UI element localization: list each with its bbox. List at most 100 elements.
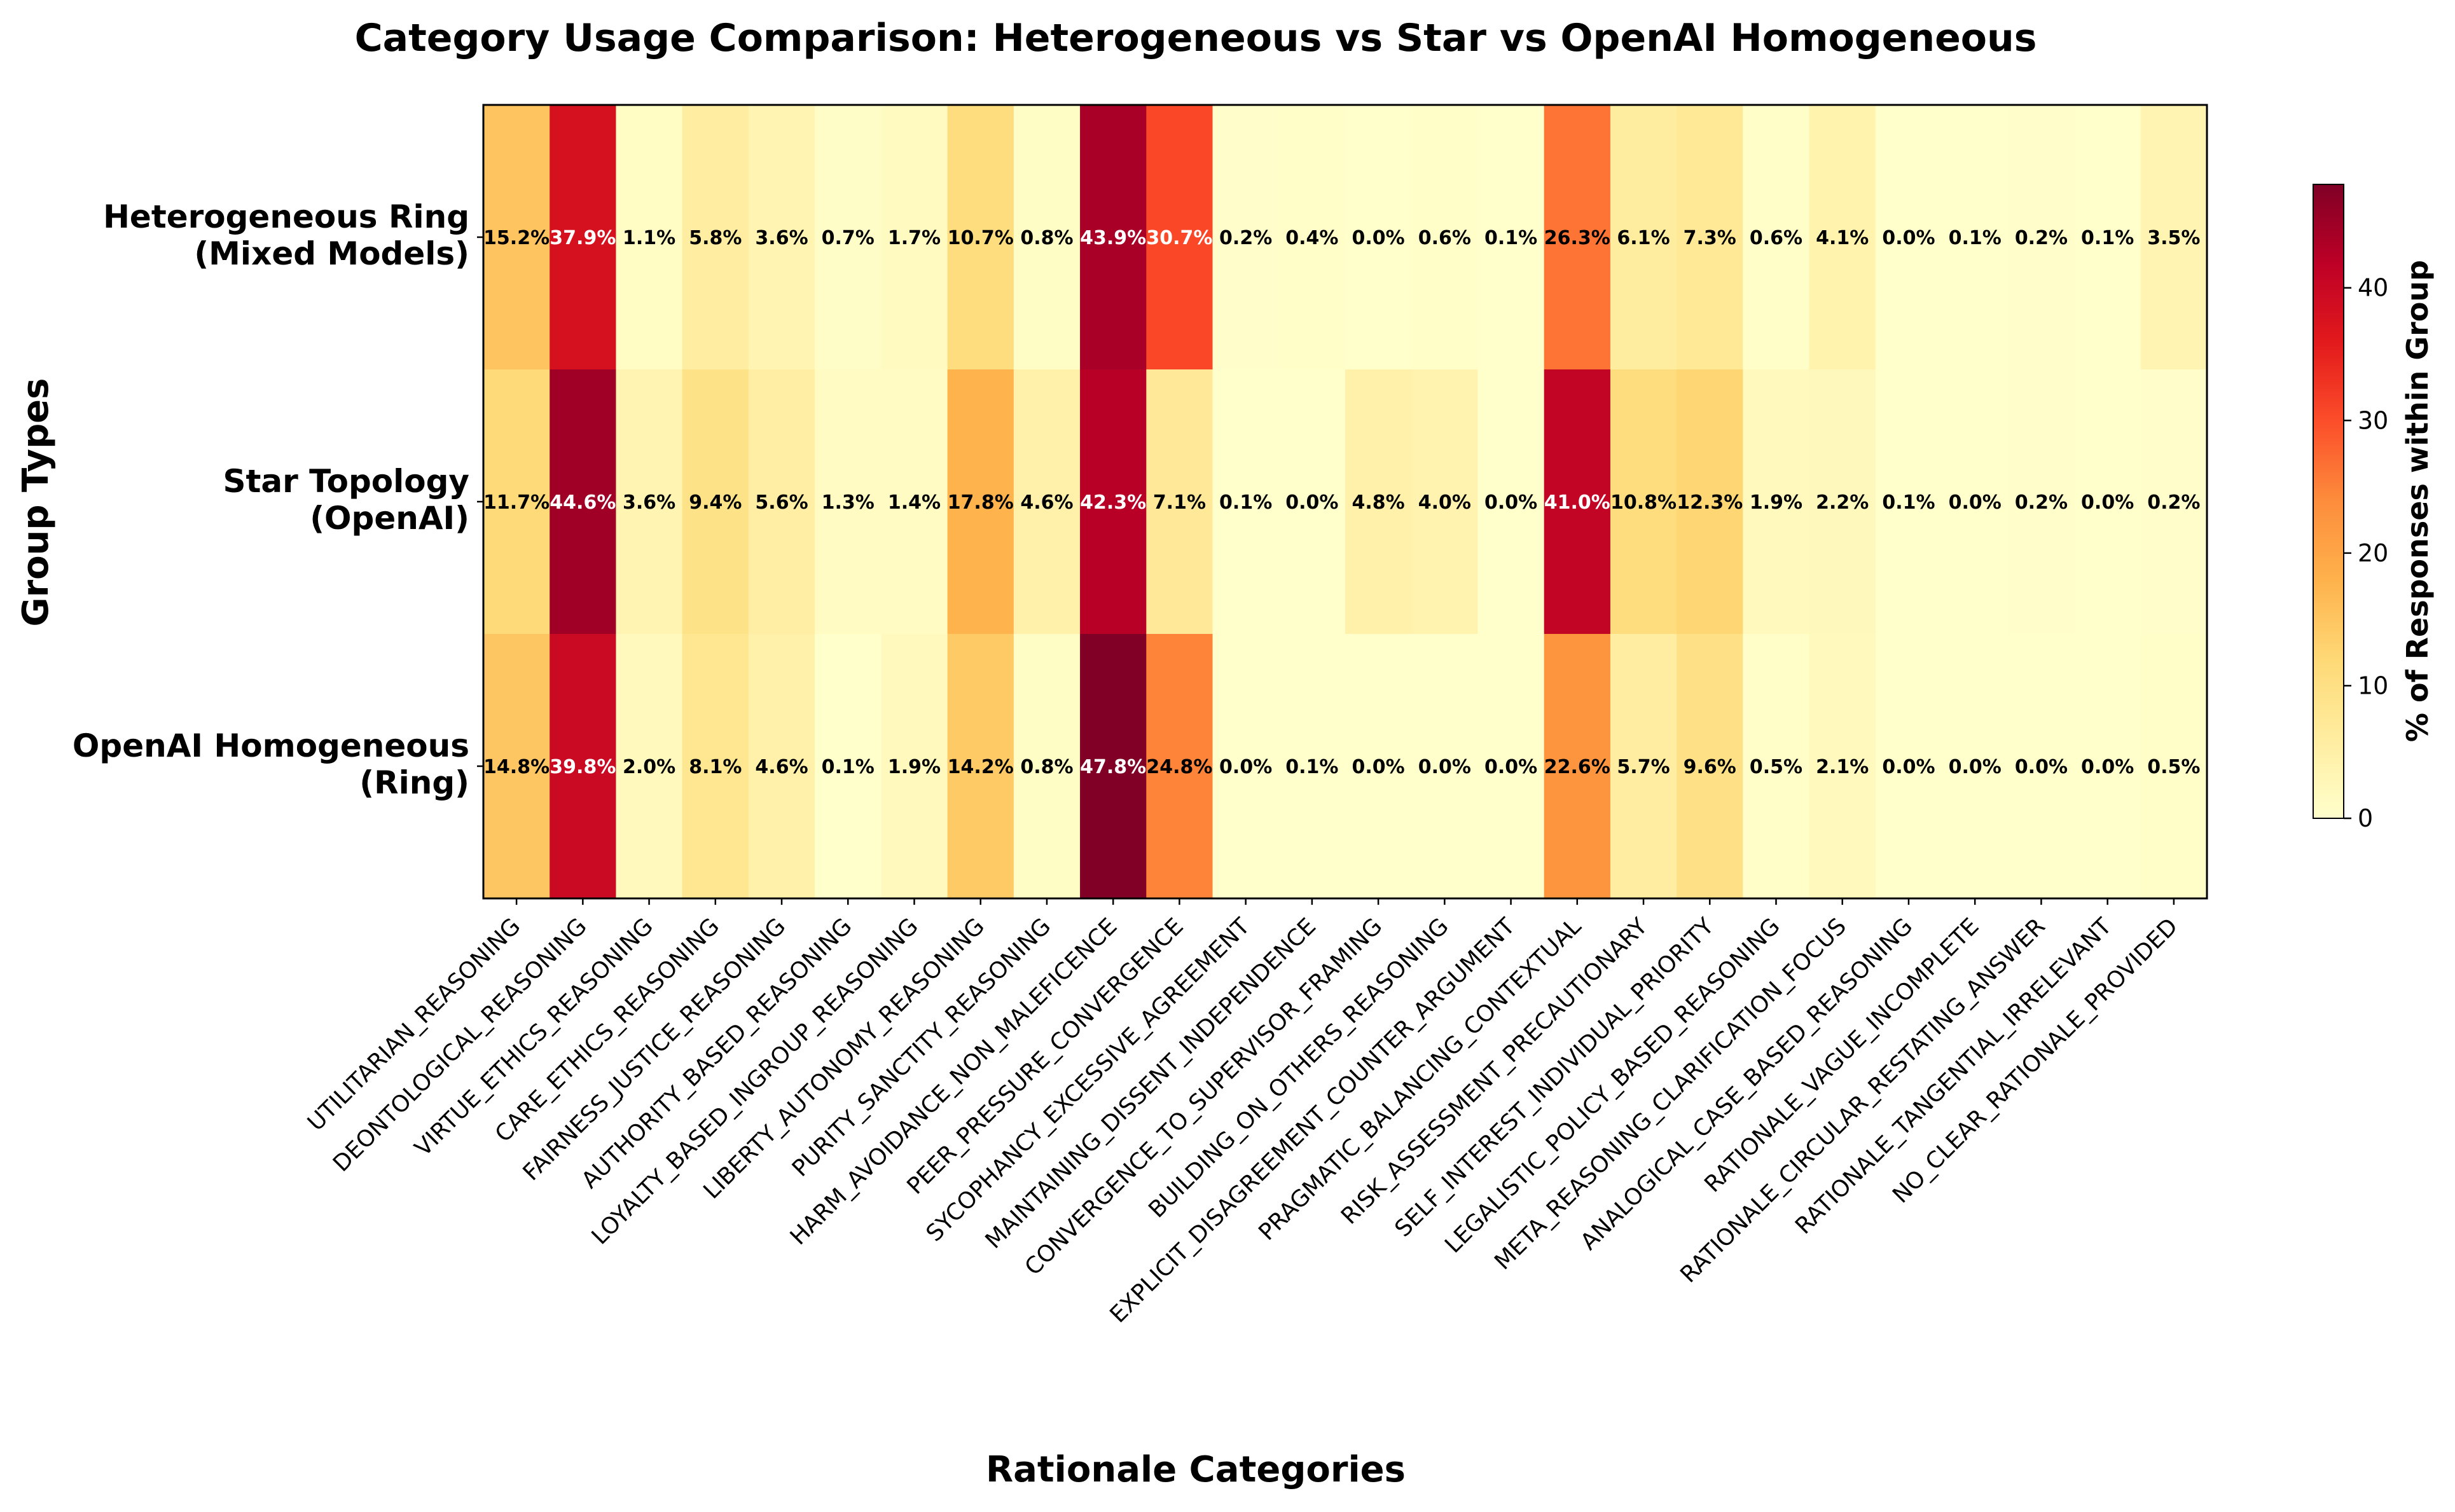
- heatmap-cell: [1743, 369, 1810, 635]
- cell-value-label: 8.1%: [689, 756, 742, 778]
- heatmap-cell: [2008, 105, 2075, 370]
- chart-title: Category Usage Comparison: Heterogeneous…: [355, 16, 2037, 60]
- colorbar-tick-label: 10: [2358, 671, 2388, 699]
- cell-value-label: 37.9%: [550, 227, 616, 249]
- y-tick-label-line2: (Mixed Models): [194, 235, 469, 272]
- cell-value-label: 1.3%: [822, 491, 875, 514]
- cell-value-label: 44.6%: [550, 491, 616, 514]
- heatmap-cell: [1411, 369, 1479, 635]
- heatmap-cell: [1610, 634, 1677, 899]
- cell-value-label: 1.9%: [888, 756, 941, 778]
- heatmap-cell: [1544, 105, 1611, 370]
- heatmap-cell: [815, 634, 882, 899]
- cell-value-label: 0.5%: [1750, 756, 1802, 778]
- heatmap-cell: [2140, 634, 2208, 899]
- heatmap-cell: [1345, 369, 1412, 635]
- heatmap-cell: [748, 369, 815, 635]
- heatmap-cell: [947, 105, 1014, 370]
- cell-value-label: 43.9%: [1080, 227, 1146, 249]
- heatmap-cell: [1477, 369, 1545, 635]
- y-tick-label-line1: Star Topology: [223, 463, 469, 500]
- heatmap-cell: [2074, 634, 2141, 899]
- cell-value-label: 0.0%: [1882, 227, 1935, 249]
- cell-value-label: 0.0%: [2081, 756, 2134, 778]
- cell-value-label: 4.1%: [1816, 227, 1869, 249]
- heatmap-cell: [1942, 634, 2009, 899]
- heatmap-cell: [550, 369, 617, 635]
- cell-value-label: 12.3%: [1677, 491, 1743, 514]
- cell-value-label: 0.4%: [1285, 227, 1338, 249]
- heatmap-cell: [1013, 105, 1081, 370]
- y-tick-label-line1: Heterogeneous Ring: [103, 198, 469, 235]
- cell-value-label: 0.2%: [1219, 227, 1272, 249]
- cell-value-label: 3.6%: [623, 491, 675, 514]
- heatmap-cell: [2074, 369, 2141, 635]
- heatmap-cell: [550, 105, 617, 370]
- heatmap-cell: [1942, 105, 2009, 370]
- heatmap-cell: [1544, 369, 1611, 635]
- y-tick-label: Heterogeneous Ring (Mixed Models): [103, 198, 469, 272]
- heatmap-cell: [947, 369, 1014, 635]
- y-tick-label: Star Topology (OpenAI): [223, 463, 469, 537]
- heatmap-cell: [1677, 634, 1743, 899]
- heatmap-cell: [748, 634, 815, 899]
- heatmap-cell: [616, 369, 683, 635]
- cell-value-label: 0.1%: [822, 756, 875, 778]
- cell-value-label: 4.6%: [755, 756, 808, 778]
- cell-value-label: 0.1%: [1484, 227, 1537, 249]
- cell-value-label: 0.0%: [1352, 756, 1405, 778]
- cell-value-label: 1.7%: [888, 227, 941, 249]
- cell-value-label: 1.1%: [623, 227, 675, 249]
- cell-value-label: 5.6%: [755, 491, 808, 514]
- cell-value-label: 10.8%: [1610, 491, 1677, 514]
- cell-value-label: 47.8%: [1080, 756, 1146, 778]
- cell-value-label: 5.8%: [689, 227, 742, 249]
- cell-value-label: 0.0%: [2081, 491, 2134, 514]
- cell-value-label: 2.2%: [1816, 491, 1869, 514]
- heatmap-cell: [1013, 634, 1081, 899]
- heatmap-cell: [682, 105, 749, 370]
- heatmap-cell: [1278, 369, 1346, 635]
- cell-value-label: 0.8%: [1020, 227, 1073, 249]
- cell-value-label: 1.9%: [1750, 491, 1802, 514]
- cell-value-label: 26.3%: [1544, 227, 1610, 249]
- heatmap-cell: [1080, 634, 1147, 899]
- cell-value-label: 0.0%: [1285, 491, 1338, 514]
- heatmap-cell: [947, 634, 1014, 899]
- colorbar-ticks: 0 10 20 30 40: [2344, 274, 2388, 832]
- heatmap-cell: [1875, 105, 1942, 370]
- heatmap-cell: [483, 369, 550, 635]
- heatmap-cell: [1345, 105, 1412, 370]
- heatmap-cell: [1677, 105, 1743, 370]
- heatmap-cell: [815, 369, 882, 635]
- y-tick-label-line2: (OpenAI): [310, 500, 469, 537]
- heatmap-cell: [2140, 369, 2208, 635]
- heatmap-cell: [1080, 369, 1147, 635]
- heatmap-cell-labels: 15.2% 37.9% 1.1% 5.8% 3.6% 0.7% 1.7% 10.7% 0.8% 4…: [483, 227, 2200, 778]
- heatmap-cell: [1610, 369, 1677, 635]
- y-tick-label-line2: (Ring): [359, 764, 469, 801]
- heatmap-cell: [1146, 634, 1214, 899]
- cell-value-label: 4.0%: [1418, 491, 1471, 514]
- heatmap-cell: [616, 634, 683, 899]
- heatmap-cell: [1013, 369, 1081, 635]
- cell-value-label: 22.6%: [1544, 756, 1610, 778]
- x-tick-label: VIRTUE_ETHICS_REASONING: [410, 913, 658, 1161]
- heatmap-cell: [1809, 105, 1876, 370]
- cell-value-label: 4.8%: [1352, 491, 1405, 514]
- heatmap-cell: [1942, 369, 2009, 635]
- cell-value-label: 42.3%: [1080, 491, 1146, 514]
- heatmap-cell: [1278, 634, 1346, 899]
- heatmap-cell: [1212, 369, 1280, 635]
- x-axis-title: Rationale Categories: [986, 1449, 1406, 1490]
- cell-value-label: 0.1%: [2081, 227, 2134, 249]
- heatmap-cell: [1610, 105, 1677, 370]
- cell-value-label: 0.2%: [2147, 491, 2200, 514]
- colorbar: [2313, 184, 2344, 819]
- heatmap-cell: [1477, 105, 1545, 370]
- cell-value-label: 5.7%: [1617, 756, 1670, 778]
- x-tick-label: RISK_ASSESSMENT_PRECAUTIONARY: [1336, 913, 1653, 1230]
- cell-value-label: 14.8%: [483, 756, 550, 778]
- cell-value-label: 15.2%: [483, 227, 550, 249]
- cell-value-label: 6.1%: [1617, 227, 1670, 249]
